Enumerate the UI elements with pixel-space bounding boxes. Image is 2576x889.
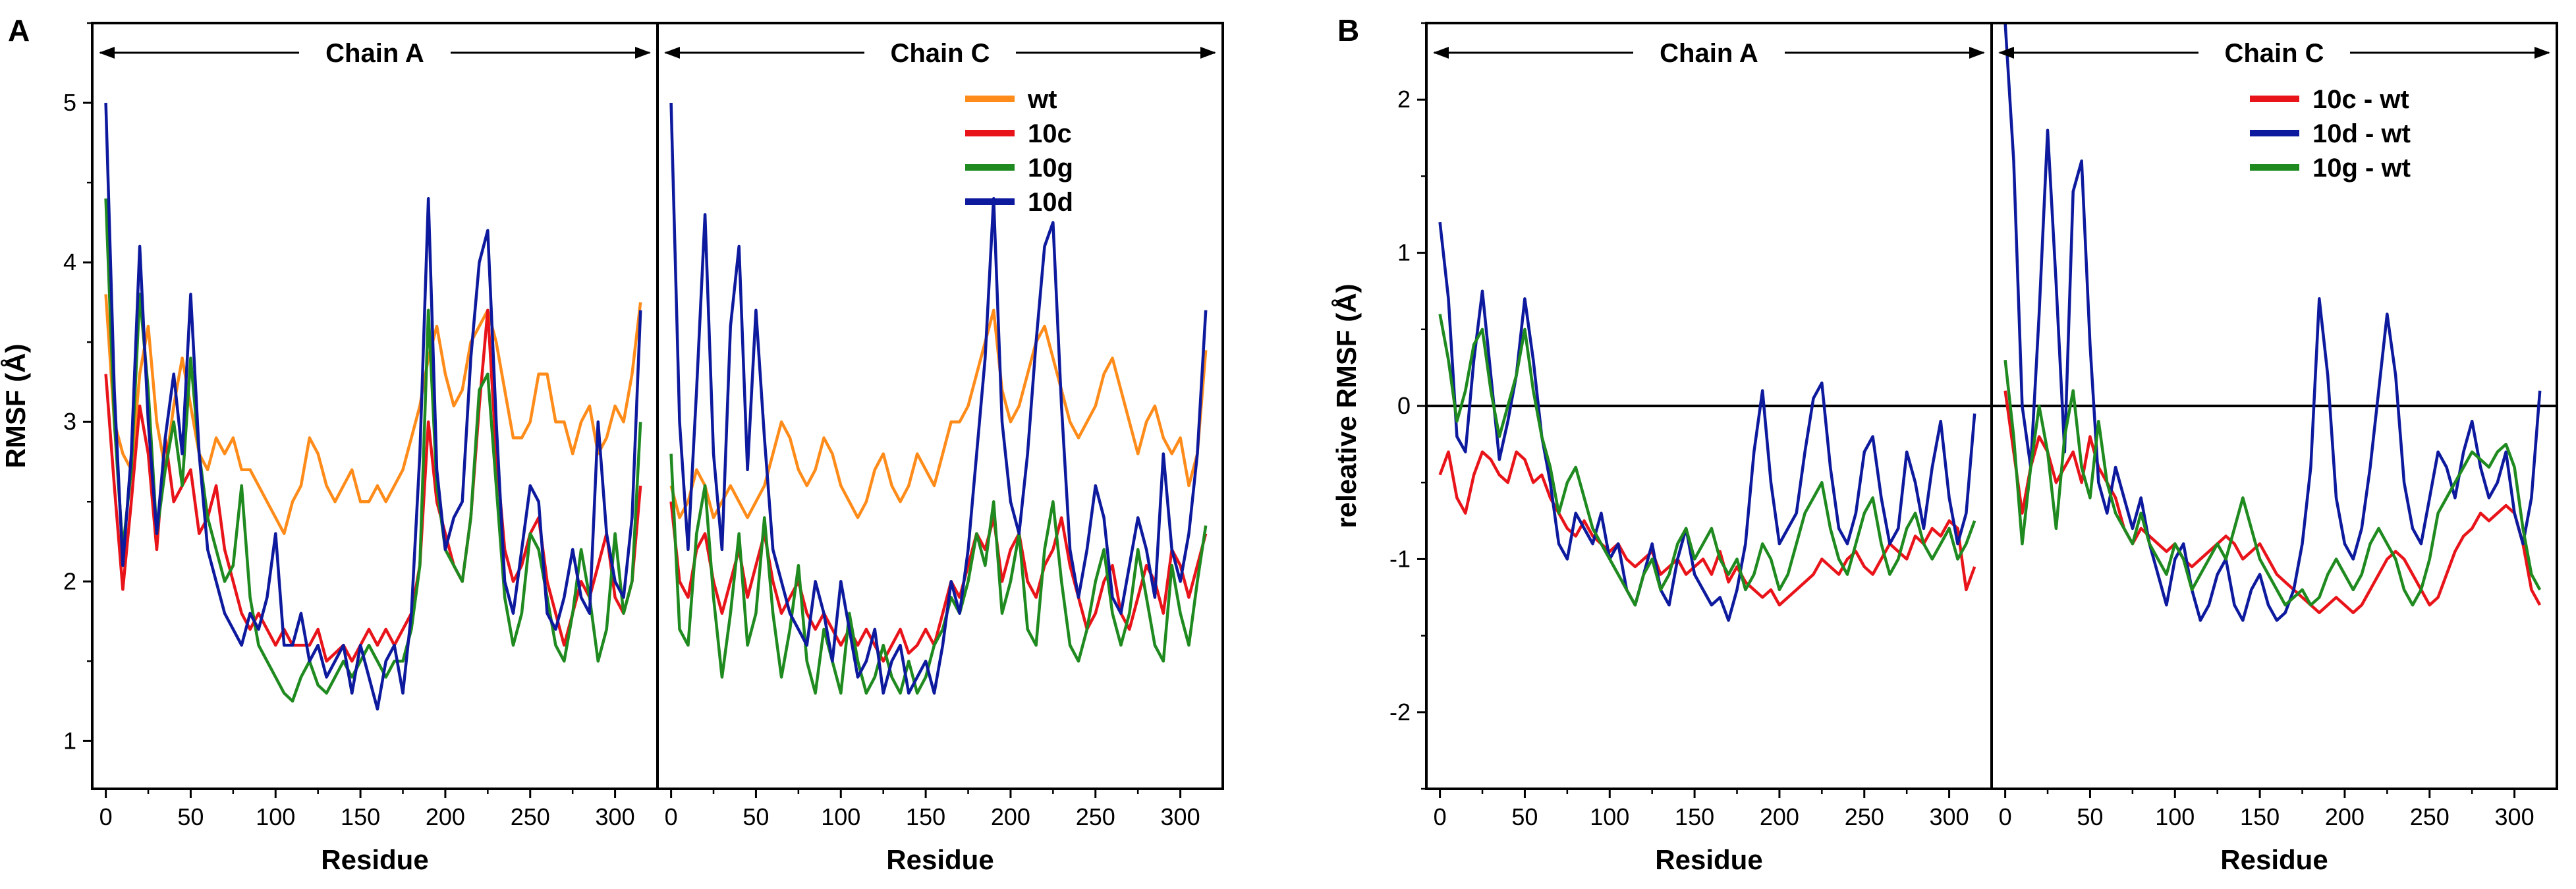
arrowhead-right bbox=[2534, 47, 2550, 59]
x-tick-label: 250 bbox=[1076, 803, 1115, 830]
x-axis-title: Residue bbox=[886, 844, 994, 875]
y-tick-label: 4 bbox=[63, 248, 76, 275]
y-axis-title: RMSF (Å) bbox=[0, 344, 31, 469]
chain-label: Chain C bbox=[890, 39, 990, 68]
plot-frame bbox=[1990, 22, 2558, 790]
x-tick-label: 200 bbox=[991, 803, 1030, 830]
subplot-chain-a: Chain A 0 50 100 150 200 250 300 Residue bbox=[1425, 22, 1993, 875]
legend-label: 10c - wt bbox=[2312, 85, 2409, 114]
legend-label: 10d bbox=[1028, 188, 1073, 217]
legend-label: 10g bbox=[1028, 154, 1073, 183]
y-tick-label: 5 bbox=[63, 89, 76, 116]
arrowhead-right bbox=[635, 47, 651, 59]
x-tick-label: 250 bbox=[2410, 803, 2450, 830]
x-tick-label: 50 bbox=[2077, 803, 2103, 830]
plot-frame bbox=[656, 22, 1224, 790]
series-line-10c-wt bbox=[1438, 450, 1976, 607]
legend-label: 10g - wt bbox=[2312, 154, 2411, 183]
arrowhead-right bbox=[1969, 47, 1985, 59]
subplot-chain-c: Chain C 0 50 100 150 200 250 300 Residue bbox=[656, 22, 1224, 875]
y-tick-label: 2 bbox=[1397, 86, 1411, 113]
y-tick-label: 0 bbox=[1397, 392, 1411, 419]
y-tick-label: -1 bbox=[1389, 545, 1411, 572]
chain-label: Chain A bbox=[1660, 39, 1758, 68]
series-line-10d-wt bbox=[2003, 22, 2542, 622]
y-tick-label: 1 bbox=[1397, 239, 1411, 266]
x-tick-label: 50 bbox=[1511, 803, 1538, 830]
series-line-10d-wt bbox=[1438, 221, 1976, 622]
y-tick-label: 1 bbox=[63, 727, 76, 754]
x-tick-label: 300 bbox=[1930, 803, 1969, 830]
panel-letter: B bbox=[1337, 13, 1359, 47]
x-tick-label: 150 bbox=[1675, 803, 1714, 830]
arrowhead-right bbox=[1200, 47, 1216, 59]
chain-label: Chain C bbox=[2224, 39, 2324, 68]
legend: wt 10c 10g 10d bbox=[965, 85, 1073, 217]
x-tick-label: 100 bbox=[1590, 803, 1629, 830]
legend-label: wt bbox=[1027, 85, 1057, 114]
y-tick-label: -2 bbox=[1389, 699, 1411, 726]
x-tick-label: 200 bbox=[1760, 803, 1799, 830]
series-line-wt bbox=[104, 294, 642, 535]
legend: 10c - wt 10d - wt 10g - wt bbox=[2250, 85, 2411, 183]
x-tick-label: 150 bbox=[906, 803, 945, 830]
legend-label: 10c bbox=[1028, 119, 1072, 148]
arrowhead-left bbox=[1998, 47, 2014, 59]
chain-label: Chain A bbox=[325, 39, 424, 68]
y-axis-title: releative RMSF (Å) bbox=[1331, 283, 1362, 528]
y-tick-label: 3 bbox=[63, 408, 76, 435]
x-tick-label: 150 bbox=[2240, 803, 2280, 830]
series-line-10g-wt bbox=[1438, 314, 1976, 607]
series-line-10c bbox=[104, 308, 642, 663]
x-tick-label: 0 bbox=[99, 803, 113, 830]
x-tick-label: 200 bbox=[2325, 803, 2365, 830]
x-tick-label: 300 bbox=[596, 803, 635, 830]
series-line-10d bbox=[104, 102, 642, 711]
x-axis-title: Residue bbox=[2220, 844, 2328, 875]
x-tick-label: 300 bbox=[2495, 803, 2534, 830]
x-tick-label: 50 bbox=[177, 803, 204, 830]
subplot-chain-a: Chain A 0 50 100 150 200 250 300 Residue bbox=[91, 22, 659, 875]
series-line-wt bbox=[669, 308, 1208, 519]
legend-label: 10d - wt bbox=[2312, 119, 2411, 148]
series-line-10d bbox=[669, 102, 1208, 695]
x-tick-label: 100 bbox=[2155, 803, 2195, 830]
x-tick-label: 0 bbox=[665, 803, 678, 830]
x-tick-label: 250 bbox=[1845, 803, 1884, 830]
x-tick-label: 300 bbox=[1161, 803, 1200, 830]
x-tick-label: 0 bbox=[1434, 803, 1447, 830]
arrowhead-left bbox=[1433, 47, 1449, 59]
x-tick-label: 250 bbox=[511, 803, 550, 830]
panel-letter: A bbox=[8, 13, 30, 47]
x-axis-title: Residue bbox=[1655, 844, 1762, 875]
x-tick-label: 200 bbox=[426, 803, 465, 830]
x-tick-label: 50 bbox=[742, 803, 769, 830]
series-line-10g bbox=[669, 453, 1208, 695]
arrowhead-left bbox=[664, 47, 680, 59]
x-tick-label: 100 bbox=[256, 803, 295, 830]
x-tick-label: 0 bbox=[1999, 803, 2012, 830]
x-tick-label: 100 bbox=[821, 803, 860, 830]
subplot-chain-c: Chain C 0 50 100 150 200 250 300 Residue bbox=[1990, 22, 2558, 875]
series-line-10g-wt bbox=[2003, 360, 2542, 607]
x-axis-title: Residue bbox=[321, 844, 428, 875]
y-tick-label: 2 bbox=[63, 567, 76, 594]
arrowhead-left bbox=[99, 47, 115, 59]
x-tick-label: 150 bbox=[341, 803, 380, 830]
